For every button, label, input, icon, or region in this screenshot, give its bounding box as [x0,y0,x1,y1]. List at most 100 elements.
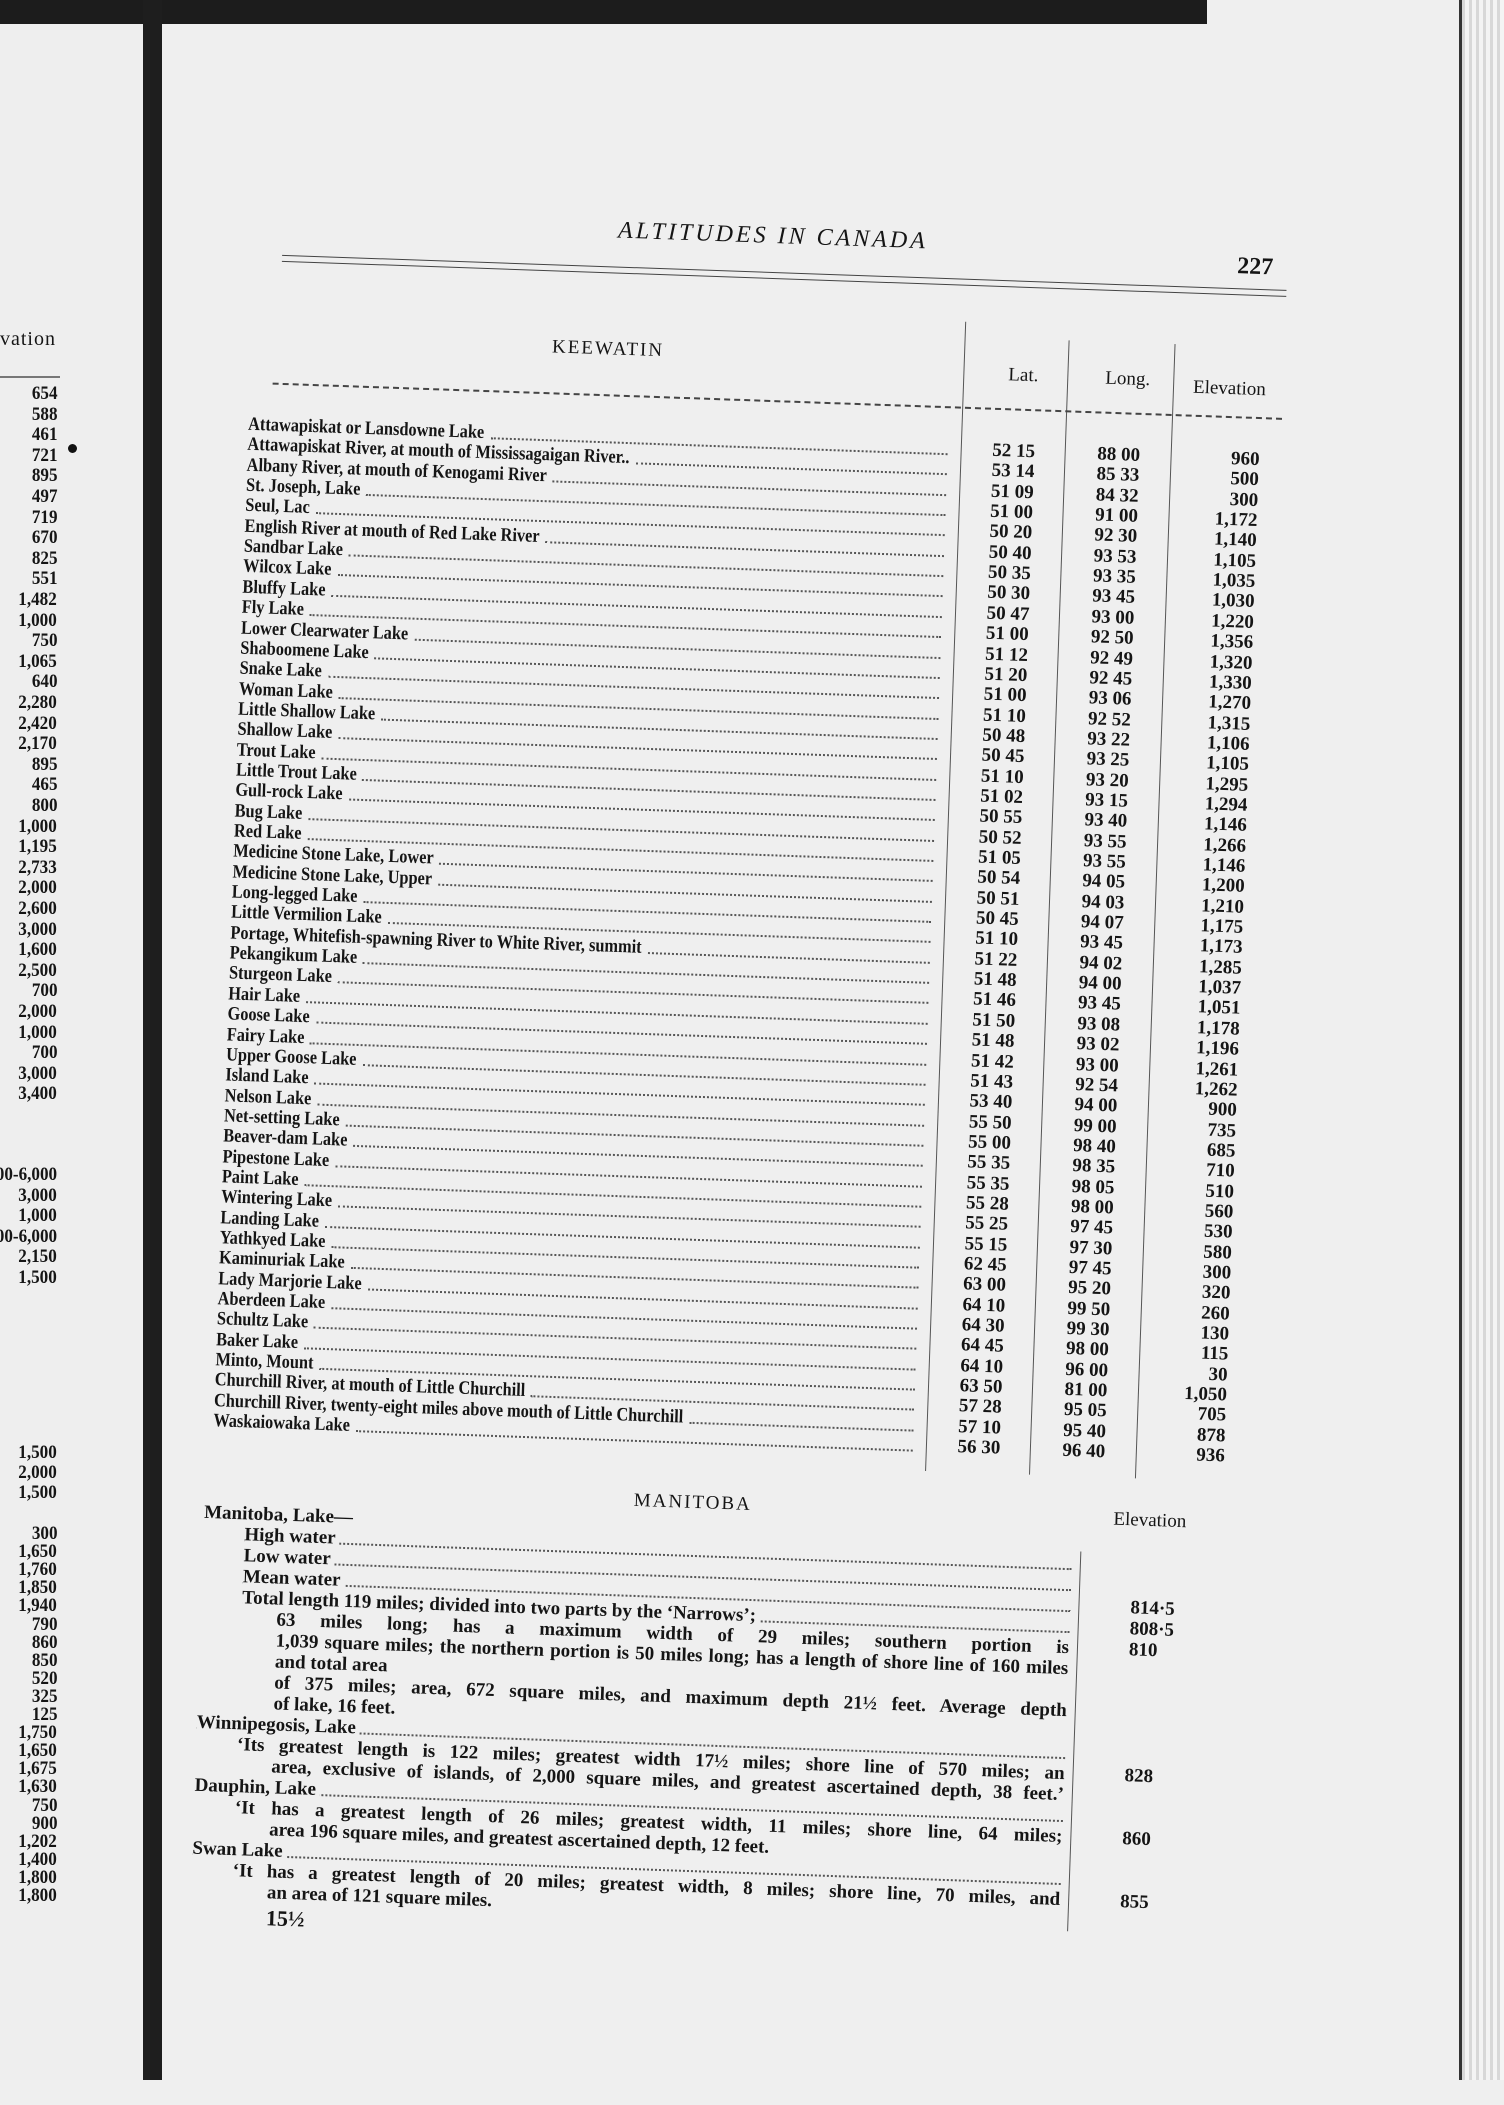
left-elevation-value: 640 [31,671,57,693]
longitude: 95 05 [1063,1399,1107,1422]
left-elevation-value: 125 [31,1704,57,1725]
elevation-value: 814·5 [1130,1597,1176,1620]
elevation: 300 [1202,1261,1232,1284]
elevation: 900 [1207,1098,1238,1121]
latitude: 50 54 [977,866,1021,890]
left-elevation-value: 1,500 [18,1442,57,1463]
elevation: 530 [1203,1220,1233,1243]
left-elevation-value: 1,000 [18,815,57,837]
latitude: 51 00 [983,683,1027,707]
elevation: 1,030 [1211,589,1255,613]
elevation: 1,106 [1206,732,1250,755]
left-elevation-value: 3,000 [18,1062,57,1084]
latitude: 57 28 [958,1395,1003,1419]
long-column-header: Long. [1104,367,1151,391]
elevation: 936 [1195,1444,1226,1467]
left-elevation-value: 1,850 [18,1577,57,1599]
left-elevation-value: 750 [31,1794,57,1816]
longitude: 93 45 [1077,992,1122,1016]
elevation: 1,175 [1200,915,1244,938]
entry-text: Swan Lake [192,1837,288,1862]
left-elevation-value: 1,482 [18,589,57,610]
latitude: 51 48 [971,1029,1015,1053]
elevation: 1,266 [1202,834,1247,857]
elevation: 260 [1200,1302,1231,1325]
elevation-column-header: Elevation [1192,376,1267,401]
elevation: 878 [1196,1424,1226,1447]
elevation: 1,140 [1213,528,1258,552]
elevation: 1,105 [1212,549,1257,572]
left-elevation-value: 2,000 [18,877,57,899]
left-elevation-value: 750 [31,630,57,652]
elevation: 685 [1206,1139,1236,1162]
left-elevation-value: 497 [31,486,57,507]
ink-dot [68,444,77,453]
elevation: 1,050 [1183,1383,1228,1406]
left-elevation-value: 800 [31,795,57,816]
elevation: 1,172 [1214,508,1258,532]
left-elevation-value: 721 [31,444,57,466]
left-elevation-value: 790 [31,1613,57,1635]
left-elevation-value: 1,675 [18,1758,57,1780]
longitude: 94 05 [1082,870,1126,893]
left-elevation-value: 1,500 [18,1266,57,1288]
elevation: 1,051 [1197,996,1241,1020]
elevation: 580 [1203,1241,1233,1264]
left-elevation-value: 654 [31,383,57,404]
longitude: 93 02 [1076,1033,1120,1056]
elevation: 705 [1197,1403,1227,1426]
latitude: 55 25 [964,1212,1009,1236]
elevation: 1,294 [1204,793,1248,816]
left-elevation-value: 520 [31,1667,57,1689]
elevation-value: 855 [1119,1891,1149,1914]
longitude: 93 25 [1086,748,1130,771]
elevation-value: 860 [1121,1828,1152,1851]
left-elevation-value: 825 [31,547,57,569]
elevation: 1,200 [1201,874,1246,898]
left-elevation-value: 2,280 [18,692,57,713]
entry-text: Winnipegosis, Lake [196,1711,361,1739]
left-elevation-value: 1,650 [18,1740,57,1762]
elevation: 1,105 [1205,752,1250,776]
elevation: 1,210 [1200,895,1245,918]
longitude: 92 30 [1094,524,1138,548]
lat-column-header: Lat. [1008,364,1039,387]
longitude: 98 00 [1065,1338,1110,1361]
left-elevation-value: 1,800 [18,1885,57,1906]
elevation: 1,261 [1195,1057,1239,1081]
elevation: 115 [1200,1342,1229,1365]
longitude: 93 40 [1084,809,1128,832]
left-elevation-value: 719 [31,506,57,528]
left-elevation-value: 670 [31,527,57,549]
left-elevation-value: 325 [31,1685,57,1707]
elevation: 1,356 [1210,630,1254,654]
elevation: 1,146 [1203,813,1248,837]
longitude: 94 00 [1074,1094,1118,1117]
elevation: 1,315 [1207,711,1251,735]
left-elevation-value: 2,600 [18,898,57,919]
left-elevation-value: 2,500 [18,959,57,981]
longitude: 95 20 [1067,1277,1112,1300]
elevation: 30 [1208,1363,1228,1386]
latitude: 56 30 [957,1436,1001,1459]
left-elevation-value: 465 [31,774,57,796]
latitude: 50 45 [981,744,1025,768]
left-elevation-value: 1,500 [18,1482,57,1503]
left-elevation-value: 300 [31,1523,57,1544]
elevation: 510 [1205,1180,1235,1203]
elevation: 1,220 [1210,610,1255,633]
page-gutter [143,0,162,2080]
left-elevation-value: 1,940 [18,1595,57,1617]
longitude: 97 45 [1069,1216,1114,1239]
elevation: 1,035 [1212,569,1256,593]
longitude: 98 35 [1072,1155,1116,1178]
left-elevation-value: 700 [31,980,57,1002]
left-elevation-value: 2,000 [18,1001,57,1022]
latitude: 51 46 [972,988,1017,1012]
left-elevation-value: 700 [31,1042,57,1064]
elevation: 1,037 [1198,976,1242,999]
elevation: 1,178 [1196,1017,1241,1040]
elevation: 1,320 [1209,650,1253,674]
latitude: 53 14 [991,460,1035,483]
left-elevation-value: 551 [31,568,57,590]
